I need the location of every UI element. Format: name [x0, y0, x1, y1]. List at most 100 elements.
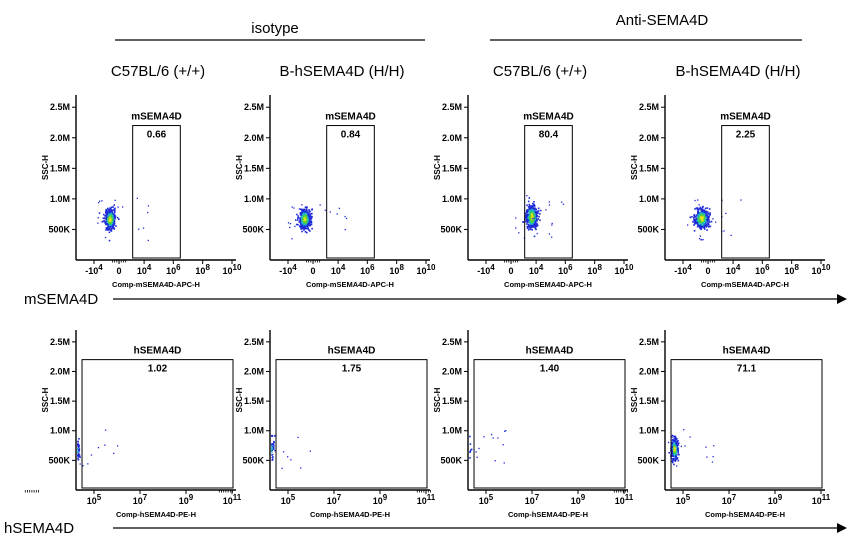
event-dot: [309, 213, 311, 216]
event-dot: [700, 228, 702, 231]
event-dot: [299, 212, 302, 215]
event-dot: [740, 199, 742, 201]
gate-rectangle: [275, 359, 428, 489]
event-dot: [708, 213, 710, 215]
event-dot: [531, 226, 534, 228]
event-dot: [308, 209, 310, 212]
event-dot: [692, 221, 694, 223]
event-dot: [305, 220, 307, 222]
event-dot: [287, 456, 289, 458]
event-dot: [105, 215, 108, 218]
event-dot: [469, 457, 471, 459]
event-dot: [108, 222, 110, 224]
event-dot: [702, 219, 704, 222]
event-dot: [537, 218, 539, 220]
event-dot: [505, 430, 507, 432]
event-dot: [294, 225, 296, 228]
x-tick-label: 107: [525, 493, 540, 506]
y-tick-label: 1.0M: [442, 426, 462, 436]
event-dot: [305, 222, 308, 224]
event-dot: [529, 206, 532, 209]
event-dot: [535, 208, 537, 211]
event-dot: [515, 217, 517, 219]
event-dot: [713, 445, 715, 447]
event-dot: [271, 435, 274, 437]
event-dot: [677, 447, 679, 450]
event-dot: [672, 459, 674, 462]
y-tick-label: 1.0M: [50, 426, 70, 436]
event-dot: [87, 463, 89, 465]
event-dot: [703, 222, 705, 224]
y-tick-label: 2.5M: [442, 102, 462, 112]
event-dot: [114, 211, 116, 214]
y-tick-label: 500K: [637, 224, 659, 234]
event-dot: [529, 218, 531, 220]
gate-label: hSEMA4D: [526, 346, 574, 357]
event-dot: [97, 202, 100, 204]
x-tick-label: 109: [373, 493, 388, 506]
event-dot: [702, 214, 705, 217]
event-dot: [103, 219, 105, 222]
event-dot: [274, 435, 276, 437]
event-dot: [696, 221, 699, 224]
gate-rectangle: [473, 359, 626, 489]
event-dot: [113, 208, 115, 210]
event-dot: [691, 216, 693, 218]
event-dot: [677, 444, 680, 446]
column-title-1: C57BL/6 (+/+): [111, 63, 205, 80]
event-dot: [111, 211, 114, 214]
event-dot: [698, 222, 700, 224]
event-dot: [297, 215, 300, 217]
event-dot: [525, 220, 528, 223]
y-tick-label: 1.5M: [639, 396, 659, 406]
event-dot: [677, 450, 679, 453]
gate-label: hSEMA4D: [723, 346, 771, 357]
event-dot: [329, 211, 331, 213]
x-tick-label: -104: [674, 263, 692, 276]
y-tick-label: 2.0M: [442, 366, 462, 376]
y-tick-label: 1.5M: [442, 396, 462, 406]
event-dot: [528, 216, 531, 218]
x-tick-label: 108: [784, 263, 799, 276]
x-axis-label: Comp-mSEMA4D-APC-H: [701, 280, 789, 289]
event-dot: [698, 225, 701, 228]
event-dot: [114, 214, 116, 216]
event-dot: [112, 206, 114, 208]
event-dot: [272, 458, 274, 460]
event-dot: [676, 457, 679, 459]
event-dot: [708, 224, 710, 226]
event-dot: [675, 438, 678, 441]
x-tick-label: 0: [311, 266, 316, 276]
event-dot: [289, 226, 291, 229]
event-dot: [115, 225, 117, 227]
event-dot: [673, 453, 676, 456]
event-dot: [104, 215, 106, 217]
event-dot: [699, 221, 702, 223]
event-dot: [101, 221, 103, 223]
event-dot: [674, 451, 676, 453]
event-dot: [700, 218, 703, 220]
x-tick-label: 104: [529, 263, 544, 276]
event-dot: [319, 204, 321, 206]
event-dot: [536, 212, 538, 214]
event-dot: [528, 210, 530, 212]
event-dot: [110, 220, 112, 222]
event-dot: [113, 213, 115, 215]
event-dot: [707, 216, 709, 219]
event-dot: [703, 223, 705, 226]
event-dot: [704, 221, 706, 223]
event-dot: [77, 440, 79, 443]
x-tick-label: 108: [195, 263, 210, 276]
event-dot: [107, 228, 110, 230]
event-dot: [108, 216, 110, 219]
event-dot: [271, 449, 273, 451]
event-dot: [695, 222, 698, 225]
event-dot: [677, 459, 680, 462]
event-dot: [705, 216, 708, 218]
event-dot: [302, 208, 304, 211]
event-dot: [539, 209, 542, 212]
event-dot: [301, 204, 303, 206]
event-dot: [701, 213, 703, 216]
event-dot: [535, 226, 537, 228]
event-dot: [545, 209, 547, 211]
